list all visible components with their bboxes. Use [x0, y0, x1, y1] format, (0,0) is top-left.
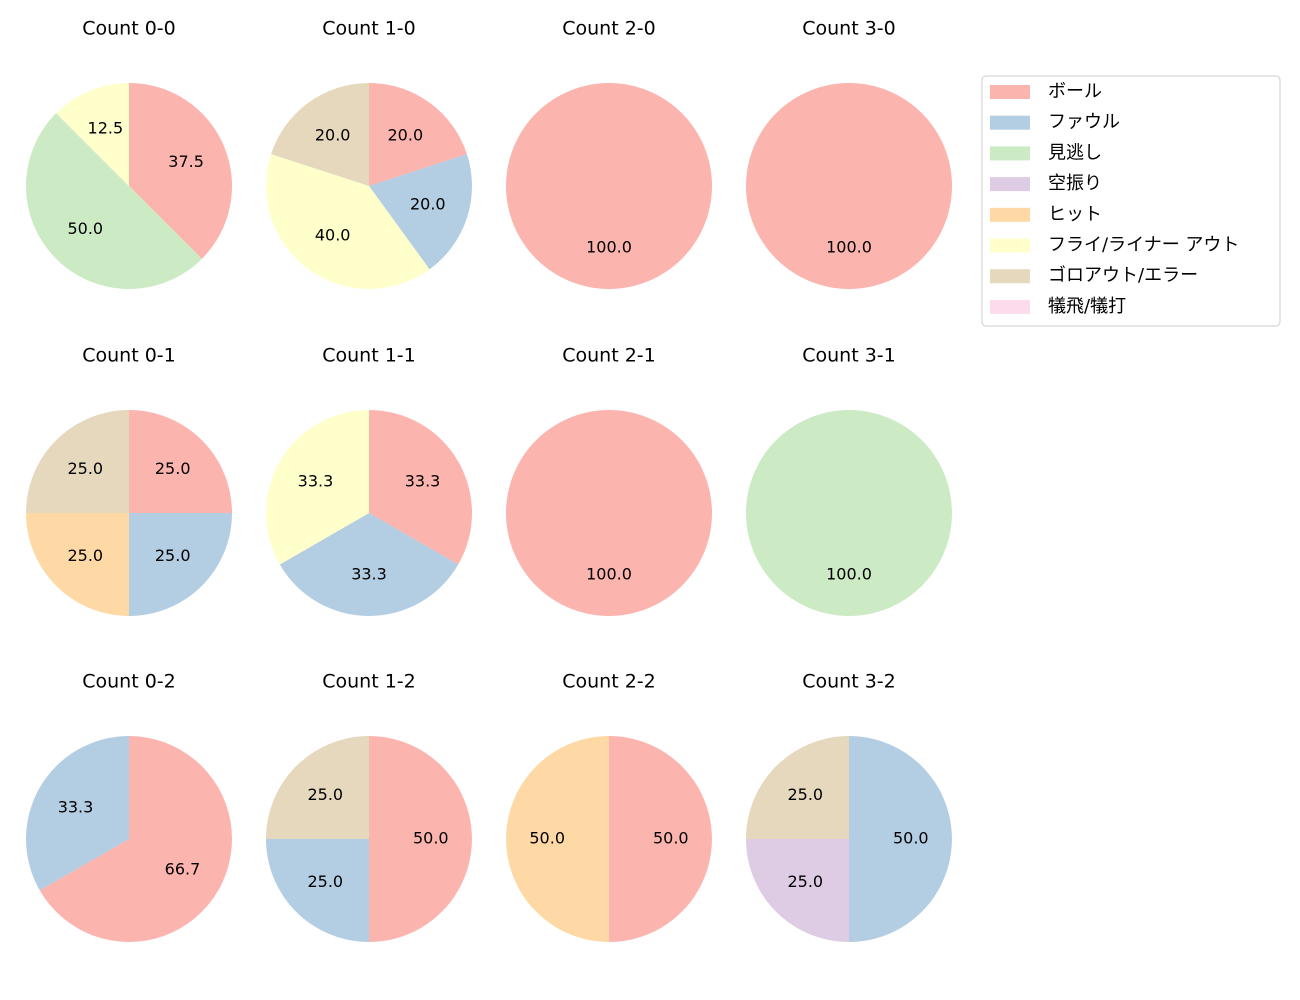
pie-slice	[746, 410, 952, 616]
value-label: 20.0	[388, 126, 424, 145]
pie-slice	[369, 83, 467, 186]
chart-title: Count 2-2	[562, 671, 656, 693]
chart-title: Count 3-2	[802, 671, 896, 693]
pie-slice	[506, 410, 712, 616]
value-label: 100.0	[586, 564, 632, 583]
pie-slice	[746, 736, 849, 839]
legend-label: 空振り	[1048, 173, 1102, 194]
value-label: 25.0	[307, 785, 343, 804]
legend-swatch	[990, 177, 1030, 192]
value-label: 40.0	[315, 225, 351, 244]
value-label: 50.0	[413, 829, 449, 848]
value-label: 50.0	[529, 829, 565, 848]
legend-label: フライ/ライナー アウト	[1048, 235, 1239, 256]
chart-title: Count 3-1	[802, 345, 896, 367]
value-label: 50.0	[893, 829, 929, 848]
pie-slice	[26, 113, 202, 289]
pie-slice	[609, 736, 712, 942]
pie-slice	[746, 83, 952, 289]
legend-swatch	[990, 238, 1030, 253]
chart-title: Count 1-1	[322, 345, 416, 367]
legend-label: ヒット	[1048, 204, 1102, 225]
value-label: 33.3	[58, 798, 94, 817]
pie-slice	[26, 513, 129, 616]
value-label: 100.0	[826, 564, 872, 583]
pie-slice	[369, 736, 472, 942]
value-label: 12.5	[88, 118, 124, 137]
chart-title: Count 1-0	[322, 18, 416, 40]
chart-title: Count 0-1	[82, 345, 176, 367]
legend-label: ボール	[1048, 81, 1102, 102]
value-label: 25.0	[787, 872, 823, 891]
value-label: 25.0	[155, 459, 191, 478]
value-label: 33.3	[298, 472, 334, 491]
legend-label: 犠飛/犠打	[1048, 296, 1126, 317]
value-label: 25.0	[787, 785, 823, 804]
pie-slice	[266, 736, 369, 839]
pie-slice	[266, 154, 430, 289]
value-label: 33.3	[351, 564, 387, 583]
legend-label: ゴロアウト/エラー	[1048, 265, 1198, 286]
value-label: 25.0	[67, 459, 103, 478]
value-label: 50.0	[653, 829, 689, 848]
value-label: 100.0	[586, 237, 632, 256]
pie-slice	[39, 736, 233, 942]
pie-slice	[56, 83, 130, 186]
legend-swatch	[990, 207, 1030, 222]
chart-title: Count 0-2	[82, 671, 176, 693]
pie-slice	[129, 410, 232, 513]
value-label: 25.0	[307, 872, 343, 891]
legend-swatch	[990, 85, 1030, 99]
chart-title: Count 2-1	[562, 345, 656, 367]
legend-swatch	[990, 115, 1030, 130]
legend-swatch	[990, 269, 1030, 284]
pie-slice	[26, 736, 129, 891]
pie-slice	[26, 410, 129, 513]
legend-box	[981, 75, 1281, 327]
pie-slice	[129, 83, 232, 259]
pie-slice	[266, 839, 369, 942]
pie-slice	[271, 83, 369, 186]
legend-label: ファウル	[1048, 112, 1120, 133]
value-label: 20.0	[315, 126, 351, 145]
value-label: 20.0	[410, 195, 446, 214]
pie-slice	[369, 410, 473, 565]
value-label: 37.5	[168, 152, 204, 171]
chart-title: Count 2-0	[562, 18, 656, 40]
pie-slice	[746, 839, 849, 942]
pie-slice	[266, 410, 369, 565]
pie-slice	[506, 736, 609, 942]
chart-title: Count 0-0	[82, 18, 176, 40]
legend-label: 見逃し	[1048, 142, 1102, 163]
legend-swatch	[990, 299, 1030, 314]
chart-title: Count 1-2	[322, 671, 416, 693]
pie-slice	[849, 736, 952, 942]
pie-slice	[129, 513, 232, 616]
legend-swatch	[990, 146, 1030, 161]
value-label: 25.0	[67, 546, 103, 565]
pie-slice	[506, 83, 712, 289]
value-label: 50.0	[67, 219, 103, 238]
value-label: 33.3	[405, 472, 441, 491]
value-label: 100.0	[826, 237, 872, 256]
pie-slice	[369, 154, 473, 270]
value-label: 66.7	[165, 859, 201, 878]
chart-title: Count 3-0	[802, 18, 896, 40]
value-label: 25.0	[155, 546, 191, 565]
